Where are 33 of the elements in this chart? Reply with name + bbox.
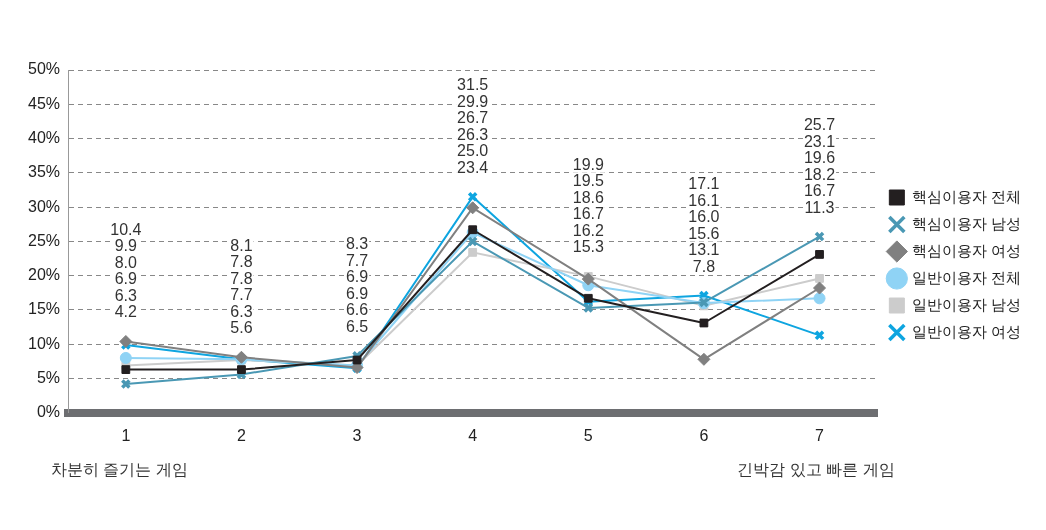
legend-label: 핵심이용자 남성 [911,214,1021,232]
legend-label: 일반이용자 남성 [911,295,1021,313]
y-tick-label: 40% [27,128,61,146]
text: 긴박감 있고 빠른 게임 [737,460,895,478]
y-tick-label: 50% [27,60,61,78]
y-tick-label: 20% [27,266,61,284]
y-tick-label: 0% [36,403,61,421]
annotation: 19.9 19.5 18.6 16.7 16.2 15.3 [572,155,604,256]
legend-label: 핵심이용자 여성 [911,241,1021,259]
y-tick-label: 15% [27,300,61,318]
x-tick-label: 6 [699,426,709,444]
annotation: 10.4 9.9 8.0 6.9 6.3 4.2 [110,221,142,321]
y-tick-label: 5% [36,368,61,386]
text: 차분히 즐기는 게임 [50,460,188,478]
y-tick-label: 45% [27,94,61,112]
y-tick-label: 35% [27,163,61,181]
y-tick-label: 25% [27,231,61,249]
y-tick-label: 30% [27,197,61,215]
annotation: 17.1 16.1 16.0 15.6 13.1 7.8 [688,175,720,275]
x-tick-label: 5 [583,426,593,444]
y-tick-label: 10% [27,334,61,352]
legend-label: 일반이용자 여성 [911,322,1021,340]
x-tick-label: 4 [468,426,478,444]
x-tick-label: 7 [815,426,825,444]
x-tick-label: 3 [352,426,362,444]
x-tick-label: 1 [121,426,131,444]
x-tick-label: 2 [236,426,246,444]
annotation: 31.5 29.9 26.7 26.3 25.0 23.4 [457,76,489,176]
legend-label: 일반이용자 전체 [911,268,1021,286]
annotation: 25.7 23.1 19.6 18.2 16.7 11.3 [803,116,836,216]
annotation: 8.1 7.8 7.8 7.7 6.3 5.6 [230,236,253,337]
annotation: 8.3 7.7 6.9 6.9 6.6 6.5 [345,235,369,335]
legend-label: 핵심이용자 전체 [911,187,1021,205]
